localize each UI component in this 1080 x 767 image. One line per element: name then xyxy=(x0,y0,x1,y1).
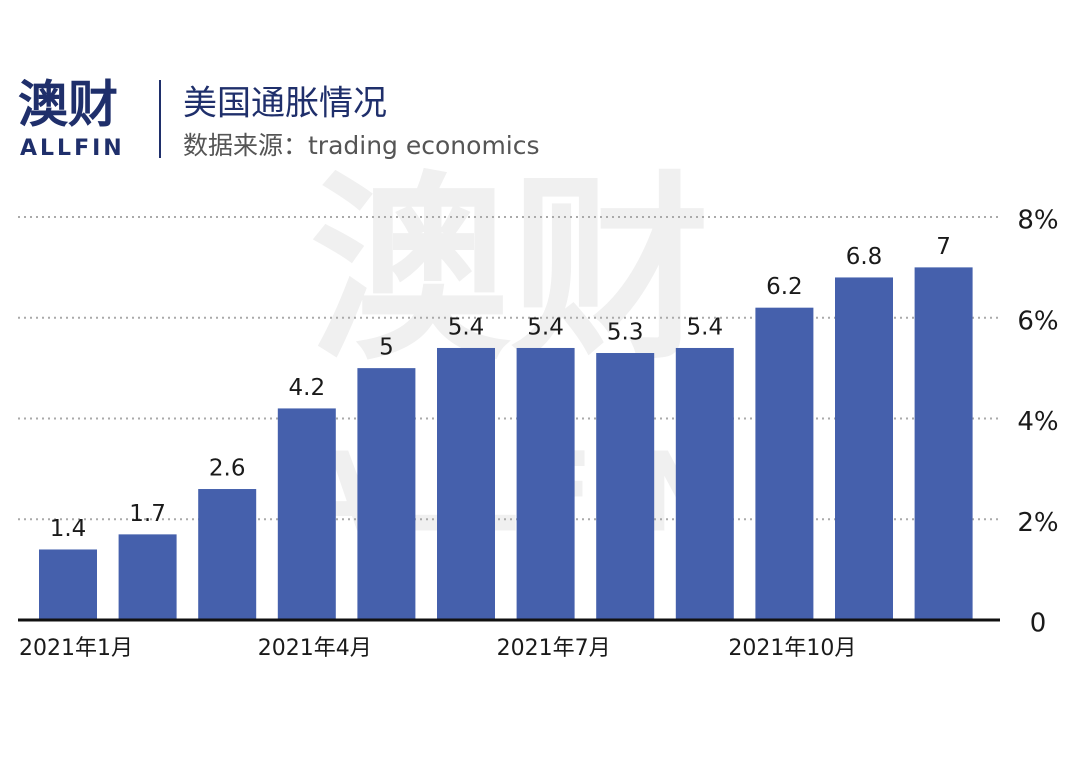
data-label: 5.4 xyxy=(448,314,485,340)
chart-subtitle: 数据来源：trading economics xyxy=(183,131,540,160)
data-label: 1.4 xyxy=(50,516,87,542)
logo-brand: ALLFIN xyxy=(20,136,125,161)
y-tick-label: 6% xyxy=(1017,306,1058,336)
chart-title: 美国通胀情况 xyxy=(183,84,387,124)
y-tick-label: 2% xyxy=(1017,508,1058,538)
y-tick-label: 8% xyxy=(1017,206,1058,236)
watermark-name: 澳财 xyxy=(310,155,710,388)
x-tick-label: 2021年1月 xyxy=(19,636,133,661)
bar xyxy=(755,307,814,620)
bar xyxy=(835,277,893,620)
x-tick-label: 2021年7月 xyxy=(497,636,611,661)
data-label: 6.2 xyxy=(766,274,803,300)
bar xyxy=(357,368,416,620)
data-label: 5.4 xyxy=(687,314,724,340)
x-tick-label: 2021年4月 xyxy=(258,636,372,661)
x-tick-label: 2021年10月 xyxy=(728,636,856,661)
data-label: 4.2 xyxy=(289,375,326,401)
y-tick-label: 0 xyxy=(1030,609,1047,639)
bar xyxy=(198,489,257,620)
data-label: 6.8 xyxy=(846,244,883,270)
bar xyxy=(914,267,973,620)
bar xyxy=(277,408,336,620)
data-label: 1.7 xyxy=(129,501,166,527)
data-label: 2.6 xyxy=(209,456,246,482)
data-label: 5.4 xyxy=(527,314,564,340)
bar xyxy=(437,347,495,620)
bar xyxy=(516,347,575,620)
bar xyxy=(596,353,655,620)
bar xyxy=(675,347,734,620)
y-tick-label: 4% xyxy=(1017,407,1058,437)
data-label: 7 xyxy=(936,234,951,260)
data-label: 5.3 xyxy=(607,320,644,346)
bar xyxy=(39,549,97,620)
bar xyxy=(118,534,177,620)
logo-name: 澳财 xyxy=(18,76,118,134)
data-label: 5 xyxy=(379,335,394,361)
